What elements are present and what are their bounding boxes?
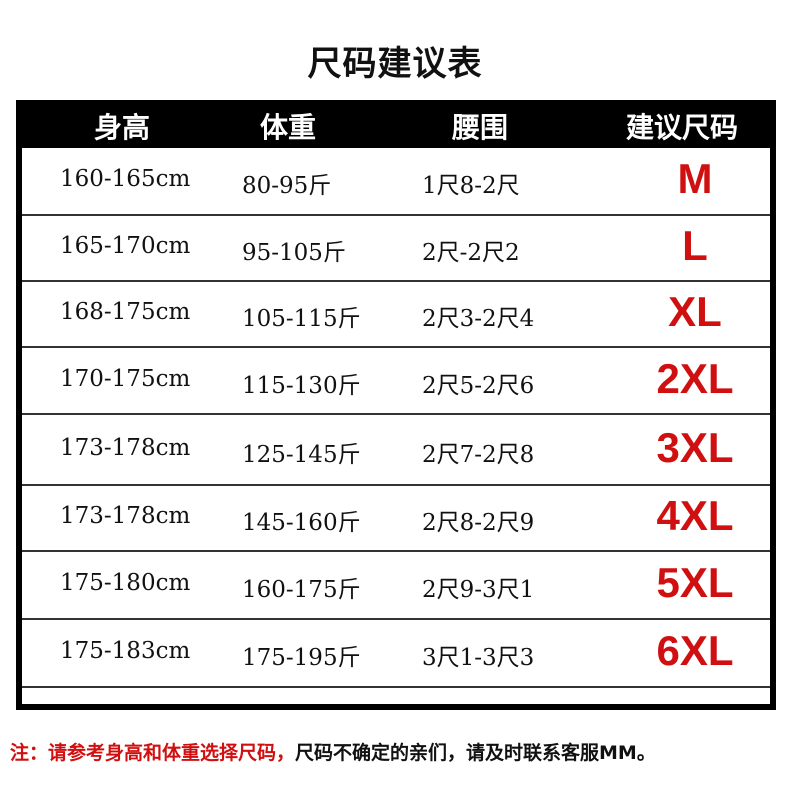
cell-height: 173-178cm <box>60 434 191 461</box>
header-waist: 腰围 <box>452 111 509 144</box>
cell-size: 3XL <box>656 423 734 471</box>
table-row: 160-165cm 80-95斤 1尺8-2尺 M <box>22 148 770 216</box>
cell-size: XL <box>668 288 722 335</box>
table-row: 165-170cm 95-105斤 2尺-2尺2 L <box>22 216 770 282</box>
table-row: 173-178cm 145-160斤 2尺8-2尺9 4XL <box>22 486 770 552</box>
cell-waist: 3尺1-3尺3 <box>422 645 535 671</box>
header-size: 建议尺码 <box>626 111 739 144</box>
table-header: 身高 体重 腰围 建议尺码 <box>16 100 776 148</box>
cell-weight: 115-130斤 <box>242 372 361 399</box>
cell-size: L <box>682 222 708 269</box>
cell-waist: 2尺-2尺2 <box>422 240 520 266</box>
cell-weight: 125-145斤 <box>242 441 361 468</box>
table-row: 175-183cm 175-195斤 3尺1-3尺3 6XL <box>22 620 770 688</box>
cell-waist: 2尺5-2尺6 <box>422 372 535 399</box>
table-row: 168-175cm 105-115斤 2尺3-2尺4 XL <box>22 282 770 348</box>
cell-height: 175-180cm <box>60 570 191 596</box>
cell-weight: 160-175斤 <box>242 577 361 603</box>
footnote: 注：请参考身高和体重选择尺码，尺码不确定的亲们，请及时联系客服MM。 <box>10 738 656 765</box>
table-row: 175-180cm 160-175斤 2尺9-3尺1 5XL <box>22 552 770 620</box>
footnote-black: 尺码不确定的亲们，请及时联系客服MM。 <box>295 742 656 764</box>
cell-size: 4XL <box>656 492 734 539</box>
table-row: 170-175cm 115-130斤 2尺5-2尺6 2XL <box>22 348 770 415</box>
cell-waist: 2尺9-3尺1 <box>422 577 535 603</box>
page-title: 尺码建议表 <box>307 44 483 84</box>
cell-weight: 145-160斤 <box>242 510 361 536</box>
cell-size: M <box>677 155 713 202</box>
cell-height: 173-178cm <box>60 503 191 529</box>
cell-waist: 2尺3-2尺4 <box>422 306 535 332</box>
cell-size: 6XL <box>656 627 734 674</box>
cell-waist: 1尺8-2尺 <box>422 173 520 199</box>
header-height: 身高 <box>94 111 151 144</box>
cell-size: 5XL <box>656 559 734 606</box>
footnote-red: 注：请参考身高和体重选择尺码， <box>10 742 296 764</box>
cell-size: 2XL <box>656 354 734 402</box>
header-weight: 体重 <box>260 111 317 144</box>
cell-height: 160-165cm <box>60 166 191 192</box>
cell-weight: 95-105斤 <box>242 240 346 266</box>
size-table: 身高 体重 腰围 建议尺码 160-165cm 80-95斤 1尺8-2尺 M 165-… <box>16 100 776 710</box>
cell-height: 165-170cm <box>60 233 191 259</box>
cell-height: 175-183cm <box>60 638 191 664</box>
cell-weight: 175-195斤 <box>242 645 361 671</box>
cell-height: 168-175cm <box>60 299 191 325</box>
cell-weight: 105-115斤 <box>242 306 361 332</box>
cell-height: 170-175cm <box>60 365 191 392</box>
cell-weight: 80-95斤 <box>242 173 332 199</box>
cell-waist: 2尺8-2尺9 <box>422 510 535 536</box>
table-row: 173-178cm 125-145斤 2尺7-2尺8 3XL <box>22 415 770 486</box>
cell-waist: 2尺7-2尺8 <box>422 441 535 468</box>
